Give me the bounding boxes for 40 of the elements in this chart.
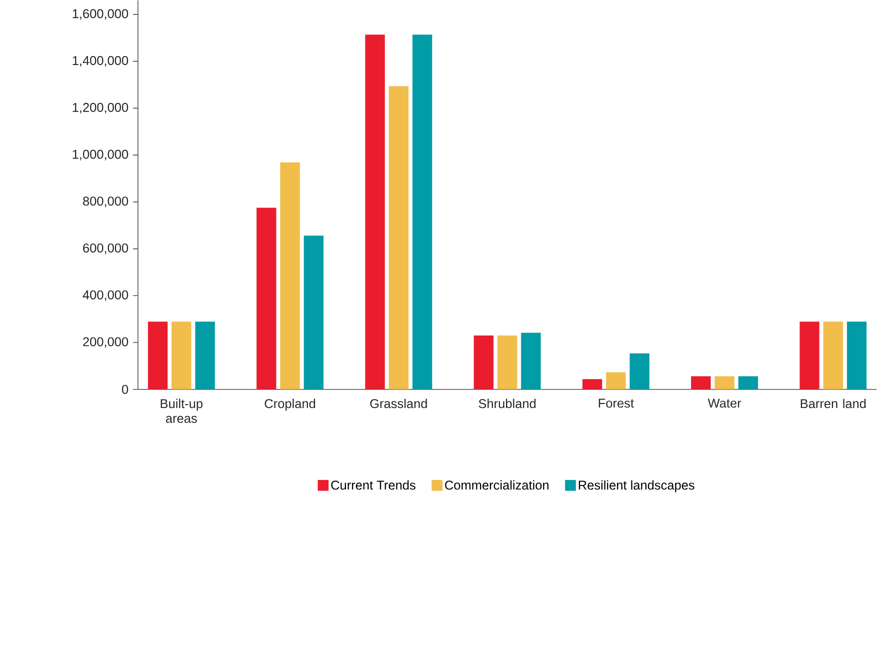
bar [195,322,215,390]
y-tick-label: 400,000 [82,290,128,302]
bar [800,322,820,390]
bar [256,208,276,390]
legend-label: Current Trends [331,480,416,490]
bar [497,336,518,390]
bar [846,322,867,390]
bar [388,86,409,390]
bar [148,322,168,390]
legend-label: Commercialization [445,480,548,490]
y-tick-label: 800,000 [83,196,128,208]
bar [412,34,432,390]
bar [738,376,758,390]
y-tick-label: 1,000,000 [72,150,128,160]
bar [365,34,385,390]
bar [691,376,711,390]
x-tick-label: Water [708,398,742,408]
y-tick-label: 1,600,000 [72,9,128,20]
bar [474,336,494,390]
bar [521,332,541,390]
y-tick-label: 200,000 [83,337,128,348]
bar [304,236,324,390]
legend-label: Resilient landscapes [578,480,694,492]
x-tick-label: Grassland [370,398,427,408]
x-tick-label: Barren land [800,398,866,408]
y-tick-label: 1,200,000 [72,102,128,114]
bar [606,372,626,390]
bar [823,322,844,390]
x-tick-label: Forest [598,398,634,408]
bar [172,322,192,390]
y-tick-label: 0 [122,384,128,394]
bar [630,353,650,390]
bar [280,162,300,390]
y-tick-label: 600,000 [83,244,128,254]
x-tick-label: Built-up areas [160,398,202,423]
bar [714,376,734,390]
bar [582,379,602,390]
x-tick-label: Shrubland [478,398,536,408]
x-tick-label: Cropland [264,398,316,411]
y-tick-label: 1,400,000 [72,56,128,67]
